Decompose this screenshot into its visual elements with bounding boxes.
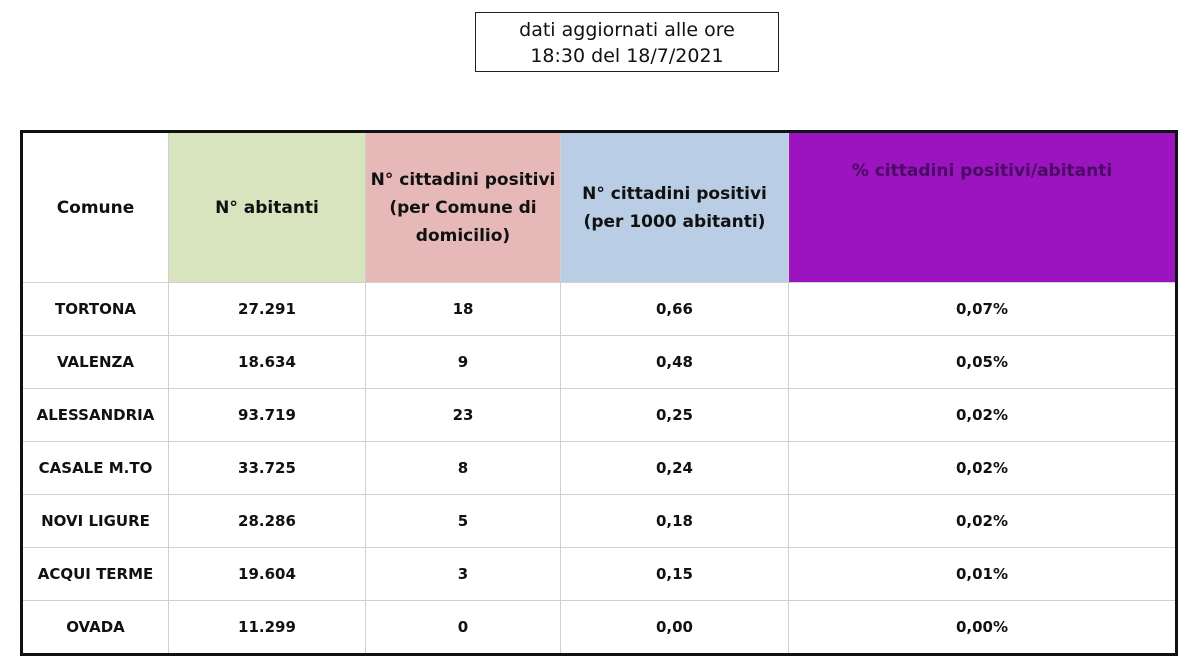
cell-per-1000: 0,48 xyxy=(560,335,789,389)
cell-abitanti: 18.634 xyxy=(168,335,366,389)
header-comune: Comune xyxy=(21,131,169,283)
cell-abitanti: 11.299 xyxy=(168,600,366,655)
table-row: VALENZA 18.634 9 0,48 0,05% xyxy=(21,335,1177,389)
cell-comune: VALENZA xyxy=(21,335,169,389)
cell-percentuale: 0,01% xyxy=(788,547,1177,601)
cell-per-1000: 0,18 xyxy=(560,494,789,548)
cell-per-1000: 0,66 xyxy=(560,282,789,336)
update-line-1: dati aggiornati alle ore xyxy=(519,19,735,41)
cell-abitanti: 27.291 xyxy=(168,282,366,336)
cell-per-1000: 0,24 xyxy=(560,441,789,495)
cell-positivi: 9 xyxy=(365,335,561,389)
cell-comune: NOVI LIGURE xyxy=(21,494,169,548)
table-row: ACQUI TERME 19.604 3 0,15 0,01% xyxy=(21,547,1177,601)
cell-comune: OVADA xyxy=(21,600,169,655)
cell-positivi: 5 xyxy=(365,494,561,548)
update-timestamp-box: dati aggiornati alle ore 18:30 del 18/7/… xyxy=(475,12,779,72)
cell-comune: TORTONA xyxy=(21,282,169,336)
cell-positivi: 0 xyxy=(365,600,561,655)
header-positivi: N° cittadini positivi (per Comune di dom… xyxy=(365,131,561,283)
cell-percentuale: 0,02% xyxy=(788,494,1177,548)
update-line-2: 18:30 del 18/7/2021 xyxy=(530,45,724,67)
table-row: TORTONA 27.291 18 0,66 0,07% xyxy=(21,282,1177,336)
covid-cases-table: Comune N° abitanti N° cittadini positivi (… xyxy=(20,130,1178,656)
cell-percentuale: 0,02% xyxy=(788,441,1177,495)
cell-abitanti: 28.286 xyxy=(168,494,366,548)
cell-comune: CASALE M.TO xyxy=(21,441,169,495)
table-row: ALESSANDRIA 93.719 23 0,25 0,02% xyxy=(21,388,1177,442)
cell-percentuale: 0,07% xyxy=(788,282,1177,336)
cell-positivi: 18 xyxy=(365,282,561,336)
cell-positivi: 8 xyxy=(365,441,561,495)
cell-percentuale: 0,05% xyxy=(788,335,1177,389)
cell-positivi: 23 xyxy=(365,388,561,442)
cell-positivi: 3 xyxy=(365,547,561,601)
cell-per-1000: 0,00 xyxy=(560,600,789,655)
header-percentuale: % cittadini positivi/abitanti xyxy=(788,131,1177,283)
cell-comune: ALESSANDRIA xyxy=(21,388,169,442)
cell-per-1000: 0,25 xyxy=(560,388,789,442)
cell-abitanti: 33.725 xyxy=(168,441,366,495)
header-abitanti: N° abitanti xyxy=(168,131,366,283)
cell-percentuale: 0,02% xyxy=(788,388,1177,442)
cell-percentuale: 0,00% xyxy=(788,600,1177,655)
cell-per-1000: 0,15 xyxy=(560,547,789,601)
table-row: NOVI LIGURE 28.286 5 0,18 0,02% xyxy=(21,494,1177,548)
table-row: OVADA 11.299 0 0,00 0,00% xyxy=(21,600,1177,655)
cell-comune: ACQUI TERME xyxy=(21,547,169,601)
cell-abitanti: 19.604 xyxy=(168,547,366,601)
header-per-1000: N° cittadini positivi (per 1000 abitanti… xyxy=(560,131,789,283)
table-row: CASALE M.TO 33.725 8 0,24 0,02% xyxy=(21,441,1177,495)
cell-abitanti: 93.719 xyxy=(168,388,366,442)
